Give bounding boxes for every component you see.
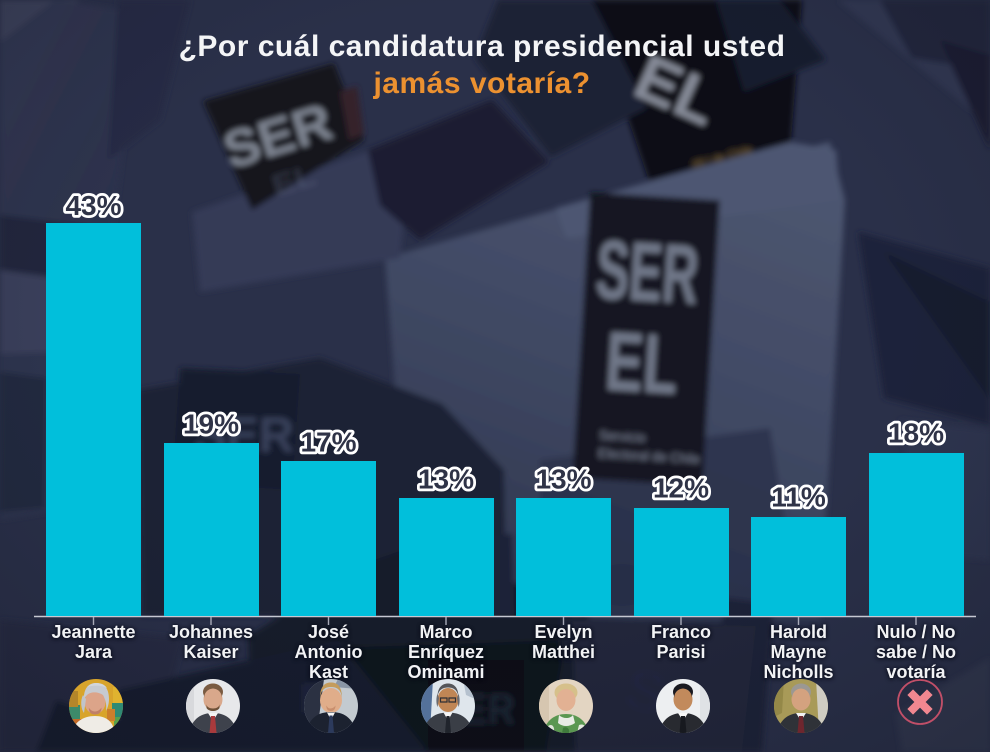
svg-text:43%: 43% — [65, 190, 121, 221]
svg-text:11%: 11% — [771, 482, 826, 513]
svg-text:19%: 19% — [183, 409, 239, 440]
svg-text:17%: 17% — [300, 427, 356, 458]
svg-text:13%: 13% — [535, 464, 591, 495]
svg-text:12%: 12% — [653, 473, 709, 504]
svg-text:13%: 13% — [418, 464, 474, 495]
svg-text:18%: 18% — [888, 418, 944, 449]
